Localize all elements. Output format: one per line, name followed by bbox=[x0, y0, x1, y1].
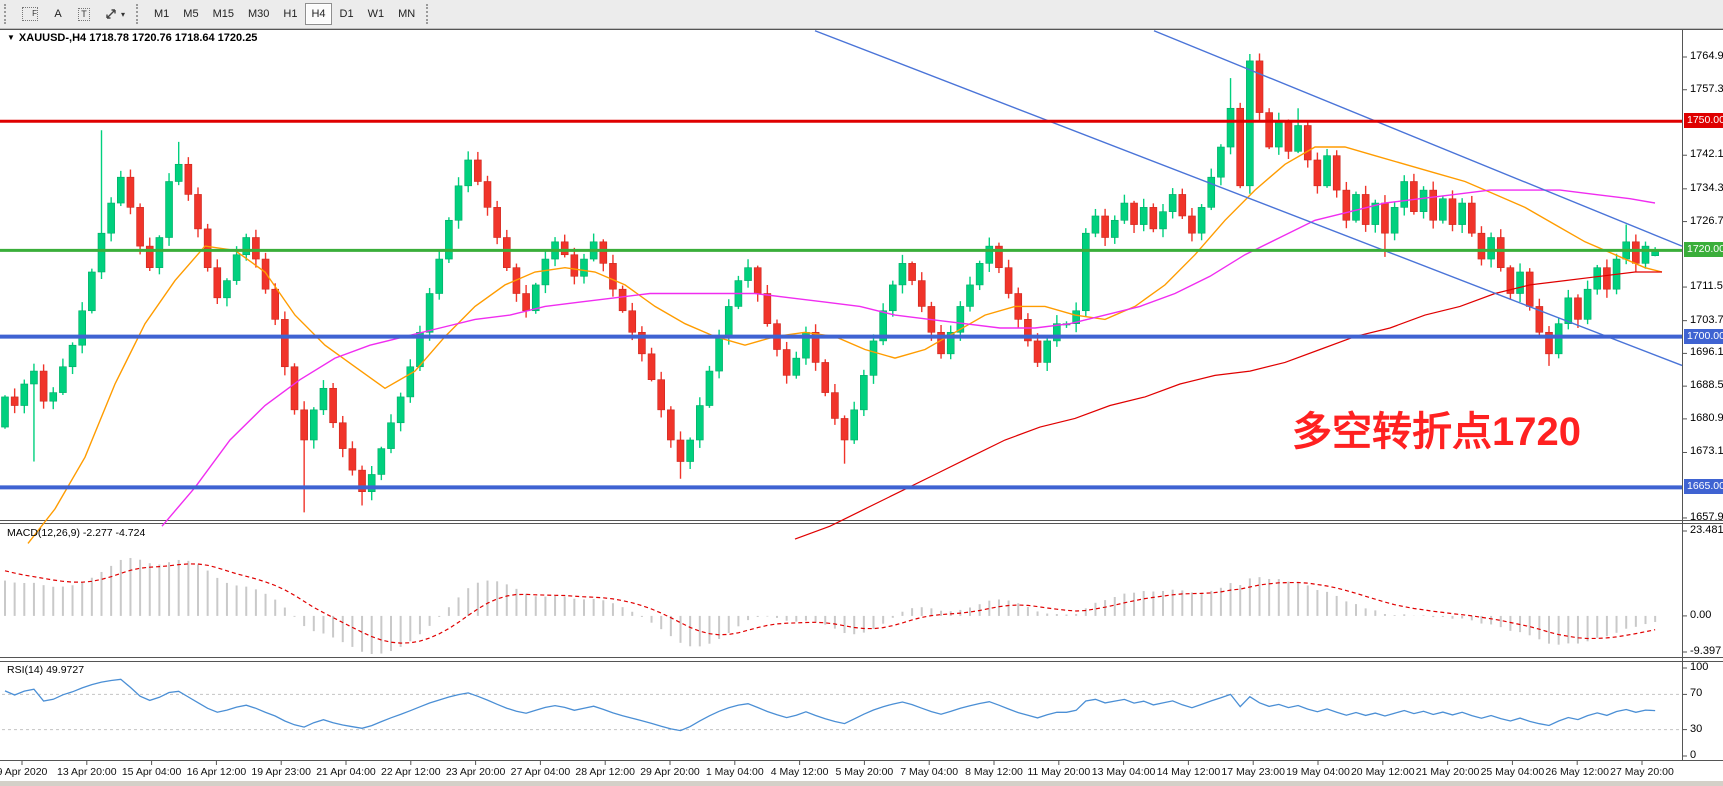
ma-red bbox=[794, 271, 1662, 540]
macd-signal-line bbox=[4, 563, 1656, 644]
timeframe-button-mn[interactable]: MN bbox=[392, 3, 421, 25]
timeframe-button-w1[interactable]: W1 bbox=[362, 3, 391, 25]
text-label-tool-button[interactable]: T bbox=[72, 3, 96, 25]
rsi-line bbox=[4, 678, 1656, 732]
symbol-ohlc-text: XAUUSD-,H4 1718.78 1720.76 1718.64 1720.… bbox=[18, 32, 258, 44]
toolbar: F A T ▾ M1 M5 M15 M30 H1 H4 D1 W1 MN bbox=[0, 0, 1723, 29]
text-box-icon: T bbox=[78, 7, 90, 21]
font-tool-button[interactable]: A bbox=[46, 3, 70, 25]
timeframe-button-m5[interactable]: M5 bbox=[177, 3, 204, 25]
candles-layer bbox=[1, 53, 1659, 513]
macd-indicator-label: MACD(12,26,9) -2.277 -4.724 bbox=[7, 527, 146, 539]
toolbar-grip[interactable] bbox=[4, 4, 11, 24]
timeframe-button-m1[interactable]: M1 bbox=[148, 3, 175, 25]
symbol-dropdown-icon[interactable]: ▼ bbox=[7, 33, 15, 42]
diagonal-arrows-icon bbox=[106, 9, 116, 19]
timeframe-button-m30[interactable]: M30 bbox=[242, 3, 275, 25]
rsi-indicator-label: RSI(14) 49.9727 bbox=[7, 664, 85, 676]
panel-separator[interactable] bbox=[0, 656, 1723, 661]
toolbar-grip[interactable] bbox=[426, 4, 433, 24]
chevron-down-icon: ▾ bbox=[121, 9, 126, 19]
chart-grid-button[interactable]: F bbox=[16, 3, 44, 25]
timeframe-button-h4[interactable]: H4 bbox=[305, 3, 332, 25]
ma-orange bbox=[27, 146, 1663, 544]
grid-f-icon: F bbox=[22, 7, 38, 21]
timeframe-button-d1[interactable]: D1 bbox=[334, 3, 360, 25]
timeframe-button-m15[interactable]: M15 bbox=[207, 3, 240, 25]
trendline[interactable] bbox=[814, 30, 1683, 367]
panel-separator[interactable] bbox=[0, 519, 1723, 524]
timeframe-button-h1[interactable]: H1 bbox=[277, 3, 303, 25]
trendline[interactable] bbox=[1153, 30, 1683, 247]
letter-a-icon: A bbox=[54, 8, 62, 20]
toolbar-grip[interactable] bbox=[136, 4, 143, 24]
arrows-tool-button[interactable]: ▾ bbox=[98, 3, 131, 25]
symbol-title[interactable]: ▼ XAUUSD-,H4 1718.78 1720.76 1718.64 1720… bbox=[7, 32, 257, 44]
chart-text-annotation[interactable]: 多空转折点1720 bbox=[1292, 410, 1581, 454]
timeframe-group: M1 M5 M15 M30 H1 H4 D1 W1 MN bbox=[147, 3, 422, 25]
